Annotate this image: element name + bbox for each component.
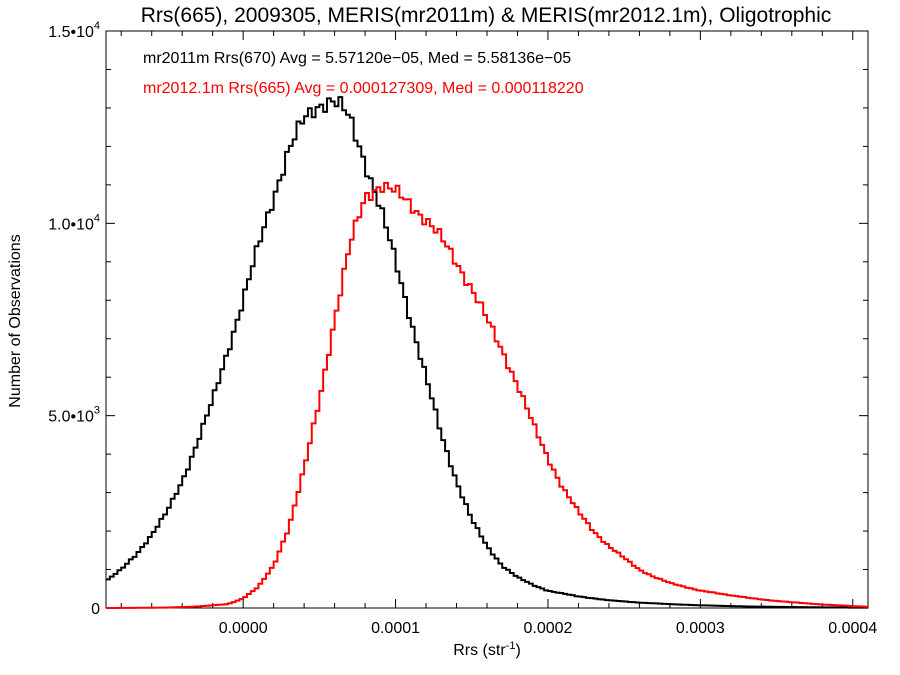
- y-tick-label: 1.5•104: [48, 20, 100, 41]
- y-tick-label: 1.0•104: [48, 212, 100, 233]
- x-tick-label: 0.0003: [676, 620, 725, 637]
- chart-title: Rrs(665), 2009305, MERIS(mr2011m) & MERI…: [141, 4, 832, 27]
- legend-entry-red: mr2012.1m Rrs(665) Avg = 0.000127309, Me…: [143, 80, 584, 97]
- legend-entry-black: mr2011m Rrs(670) Avg = 5.57120e−05, Med …: [143, 50, 571, 67]
- y-axis-label: Number of Observations: [7, 234, 24, 407]
- x-axis: 0.0000 0.0001 0.0002 0.0003 0.0004: [120, 31, 877, 637]
- x-axis-label-sup: -1: [506, 640, 516, 652]
- series-line-red: [106, 181, 868, 609]
- legend: mr2011m Rrs(670) Avg = 5.57120e−05, Med …: [143, 50, 584, 97]
- y-axis: 0 5.0•103 1.0•104 1.5•104: [48, 20, 868, 618]
- x-tick-label: 0.0004: [828, 620, 877, 637]
- series-line-black: [106, 96, 868, 609]
- y-tick-label: 5.0•103: [48, 405, 100, 426]
- x-tick-label: 0.0000: [219, 620, 268, 637]
- x-tick-label: 0.0001: [371, 620, 420, 637]
- x-axis-label: Rrs (str-1): [453, 640, 521, 659]
- series-layer: [106, 96, 868, 609]
- x-tick-label: 0.0002: [523, 620, 572, 637]
- y-tick-label: 0: [91, 601, 100, 618]
